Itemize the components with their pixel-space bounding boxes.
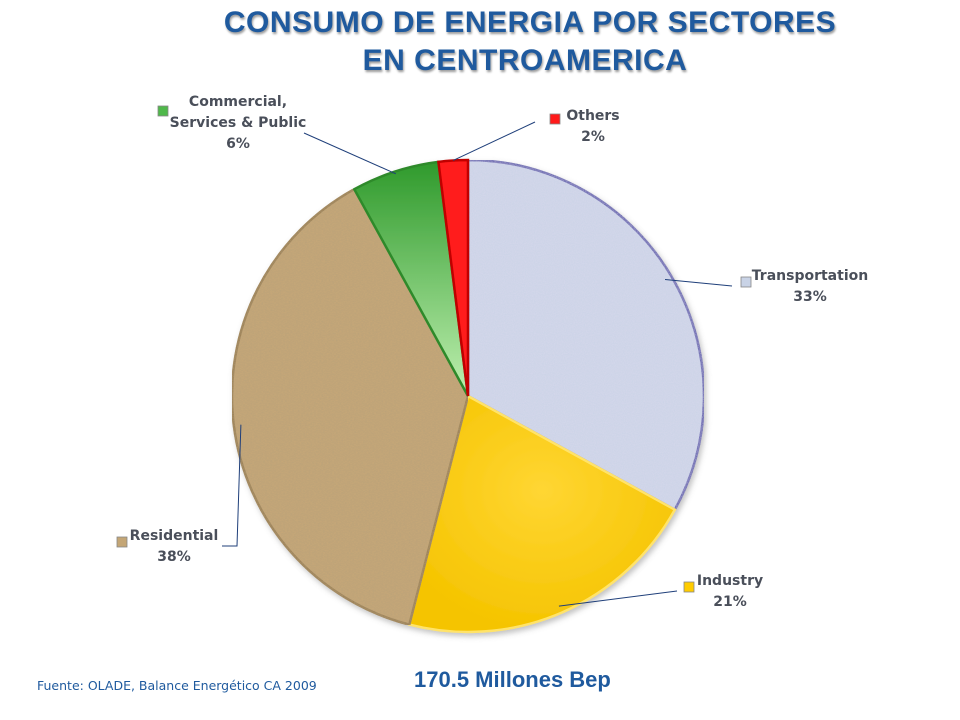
chart-title-line1: CONSUMO DE ENERGIA POR SECTORES — [223, 6, 837, 39]
leader-line-0 — [664, 278, 733, 287]
pie-slice-others — [437, 158, 470, 397]
legend-swatch-1 — [683, 581, 695, 593]
legend-swatch-3 — [157, 105, 169, 117]
slice-value-label-4: 2% — [581, 129, 605, 145]
pie-slice-industry — [407, 394, 677, 634]
leader-line-4 — [452, 121, 536, 161]
pie-slice-residential — [230, 187, 470, 627]
slice-value-label-3: 6% — [226, 136, 250, 152]
slice-value-label-2: 38% — [157, 549, 191, 565]
pie-slice-transportation — [466, 158, 706, 512]
pie-chart: Transportation 33% Industry 21% Residential 3… — [116, 94, 868, 634]
leader-line-2 — [222, 424, 242, 547]
slice-category-label-1: Industry — [697, 573, 763, 589]
slice-category-label-0: Transportation — [752, 268, 868, 284]
slice-value-label-1: 21% — [713, 594, 747, 610]
slice-category-label-4: Others — [566, 108, 619, 124]
total-label: 170.5 Millones Bep — [414, 667, 611, 692]
leader-line-1 — [558, 590, 678, 607]
chart-title-line2: EN CENTROAMERICA — [362, 44, 688, 77]
slice-value-label-0: 33% — [793, 289, 827, 305]
leader-line-3 — [303, 132, 397, 175]
slice-category-label-2: Residential — [130, 528, 219, 544]
slice-category-label-3: Commercial, — [189, 94, 287, 110]
legend-swatch-2 — [116, 536, 128, 548]
source-note: Fuente: OLADE, Balance Energético CA 200… — [37, 678, 317, 693]
legend-swatch-0 — [740, 276, 752, 288]
slice-category-label-3: Services & Public — [170, 115, 307, 131]
legend-swatch-4 — [549, 113, 561, 125]
